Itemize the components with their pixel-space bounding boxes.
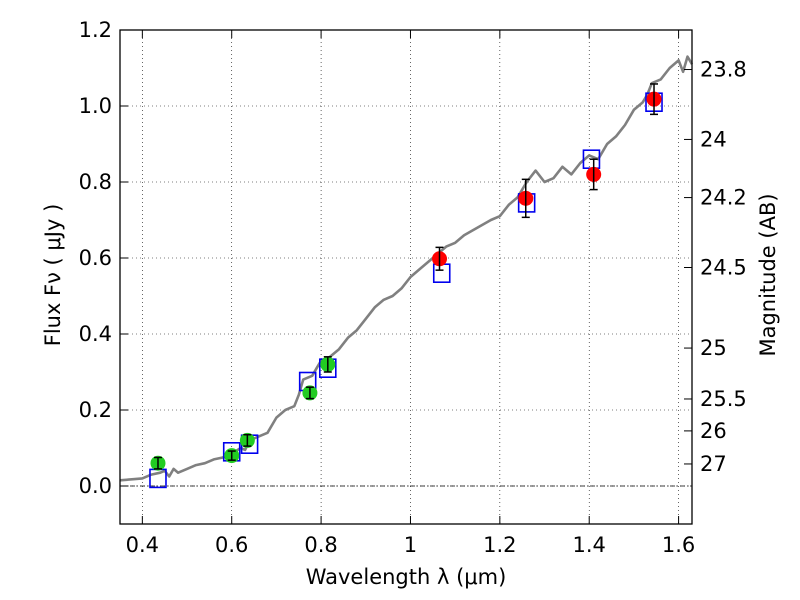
spectrum-line [119,55,694,482]
x-tick-labels: 0.4 0.6 0.8 1 1.2 1.4 1.6 [126,533,696,557]
x-tick-label: 1.6 [662,533,695,557]
y-axis-label: Flux Fν ( μJy ) [41,204,65,347]
right-tick-label: 23.8 [700,58,747,82]
tick-marks [120,29,692,524]
y-tick-label: 0.0 [79,474,112,498]
spectrum-layer [119,55,694,482]
x-tick-label: 0.6 [215,533,248,557]
right-tick-label: 25 [700,336,727,360]
right-tick-label: 24 [700,127,727,151]
x-tick-label: 1 [404,533,417,557]
y-tick-label: 0.4 [79,322,112,346]
right-tick-label: 24.2 [700,186,747,210]
y-tick-label: 0.2 [79,398,112,422]
x-tick-label: 0.4 [126,533,159,557]
y-tick-labels: 0.0 0.2 0.4 0.6 0.8 1.0 1.2 [79,18,112,498]
right-tick-label: 26 [700,419,727,443]
y-tick-label: 0.8 [79,170,112,194]
plot-frame [119,29,693,525]
x-tick-label: 0.8 [304,533,337,557]
right-tick-label: 25.5 [700,387,747,411]
right-tick-label: 27 [700,452,727,476]
y-axis-label-right: Magnitude (AB) [756,193,780,356]
markers-layer [149,83,663,489]
y-tick-label: 0.6 [79,246,112,270]
right-tick-label: 24.5 [700,256,747,280]
x-tick-label: 1.2 [483,533,516,557]
x-axis-label: Wavelength λ (μm) [306,565,507,589]
x-tick-label: 1.4 [573,533,606,557]
right-tick-labels: 23.8 24 24.2 24.5 25 25.5 26 27 [700,58,747,476]
y-tick-label: 1.0 [79,94,112,118]
y-tick-label: 1.2 [79,18,112,42]
